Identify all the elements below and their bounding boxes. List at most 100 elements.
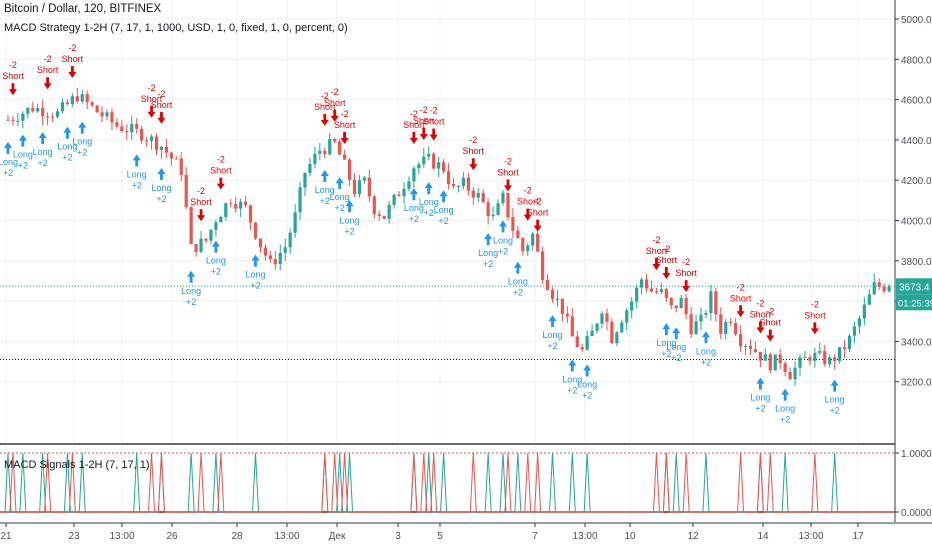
long-label: Long [419, 197, 439, 207]
long-label: Long [404, 203, 424, 213]
short-qty: -2 [534, 197, 542, 207]
candle-bear [377, 214, 381, 216]
last-price-value: 3673.4 [899, 282, 930, 293]
candle-bull [16, 120, 20, 122]
short-label: Short [760, 317, 782, 327]
candle-bear [184, 174, 188, 208]
candle-bear [50, 116, 55, 118]
candle-bear [714, 291, 718, 315]
candle-bear [41, 108, 45, 117]
short-arrow-icon [43, 77, 52, 90]
candle-bear [115, 122, 119, 127]
long-qty: +2 [830, 406, 840, 416]
signals-legend[interactable]: MACD Signals 1-2H (7, 17, 1) [4, 459, 150, 471]
long-arrow-icon [756, 377, 765, 390]
candle-bull [130, 124, 134, 133]
candle-bear [194, 244, 198, 252]
candle-bear [432, 153, 436, 169]
long-qty: +2 [211, 267, 221, 277]
candle-bear [125, 131, 129, 133]
candle-bull [357, 180, 362, 195]
symbol-title[interactable]: Bitcoin / Dollar, 120, BITFINEX [4, 3, 162, 15]
candle-bear [466, 177, 470, 191]
short-label: Short [62, 54, 84, 64]
candle-bull [709, 291, 713, 313]
short-arrow-icon [682, 280, 691, 293]
short-label: Short [463, 146, 485, 156]
long-arrow-icon [18, 134, 27, 147]
short-arrow-icon [320, 113, 329, 126]
candle-bull [630, 301, 634, 311]
long-qty: +2 [3, 168, 13, 178]
short-qty: -2 [157, 89, 165, 99]
candle-bear [689, 314, 693, 335]
signal-tick-label: 1.0000 [901, 449, 932, 460]
long-arrow-icon [132, 154, 141, 167]
candle-bear [367, 177, 371, 197]
price-axis[interactable]: 5000.0 4800.0 4600.0 4400.0 4200.0 4000.0 3800… [894, 0, 932, 522]
candle-bear [560, 298, 564, 314]
candle-bull [303, 172, 307, 188]
price-tick-label: 5000.0 [901, 15, 932, 26]
long-arrow-icon [63, 126, 72, 139]
long-qty: +2 [250, 281, 260, 291]
candle-bull [857, 318, 861, 327]
candle-bear [545, 279, 550, 290]
time-axis[interactable]: 21 23 13:00 26 28 13:00 Дек 3 5 7 13:00 10 12 14 13:00… [0, 522, 932, 550]
candle-bull [501, 192, 505, 204]
signals-axis[interactable]: 1.0000 0.0000 [895, 449, 932, 519]
long-qty: +2 [156, 194, 166, 204]
long-label: Long [13, 150, 33, 160]
short-qty: -2 [410, 109, 418, 119]
long-arrow-icon [672, 327, 681, 340]
short-arrow-icon [330, 109, 339, 122]
candle-bull [491, 214, 495, 217]
candle-bull [283, 247, 287, 253]
candle-bear [46, 116, 50, 118]
long-label: Long [434, 205, 454, 215]
candle-bear [719, 314, 723, 334]
reference-lines [0, 285, 895, 361]
candle-bull [239, 201, 243, 209]
short-arrow-icon [419, 127, 428, 140]
candle-bear [120, 126, 124, 132]
short-label: Short [324, 98, 346, 108]
time-tick-label: 12 [687, 531, 699, 542]
short-label: Short [413, 116, 435, 126]
signal-series-line [0, 452, 895, 513]
signals-pane[interactable] [0, 446, 895, 522]
long-arrow-icon [335, 177, 344, 190]
candle-bear [397, 194, 401, 197]
candle-bull [872, 282, 876, 295]
candle-bear [575, 336, 579, 348]
long-label: Long [245, 270, 265, 280]
short-arrow-icon [810, 322, 819, 335]
long-label: Long [493, 235, 513, 245]
candle-bull [293, 212, 297, 233]
long-qty: +2 [438, 216, 448, 226]
candle-bull [422, 156, 426, 165]
price-tick-label: 4000.0 [901, 217, 932, 228]
candle-bull [704, 312, 708, 315]
short-qty: -2 [321, 91, 329, 101]
candle-bear [511, 217, 515, 231]
short-arrow-icon [68, 66, 77, 79]
candle-bear [550, 289, 555, 299]
candle-bull [828, 357, 832, 365]
short-label: Short [750, 309, 772, 319]
long-qty: +2 [671, 353, 681, 363]
time-tick-label: 5 [437, 531, 443, 542]
strategy-legend[interactable]: MACD Strategy 1-2H (7, 17, 1, 1000, USD,… [4, 22, 348, 34]
candle-bull [526, 245, 530, 252]
candle-bear [471, 190, 475, 198]
time-tick-label: 7 [532, 531, 538, 542]
price-candles [6, 87, 891, 386]
time-tick-label: 17 [852, 531, 864, 542]
candle-bear [372, 196, 376, 215]
candle-bull [278, 252, 282, 265]
long-label: Long [542, 330, 562, 340]
candle-bull [585, 336, 589, 350]
